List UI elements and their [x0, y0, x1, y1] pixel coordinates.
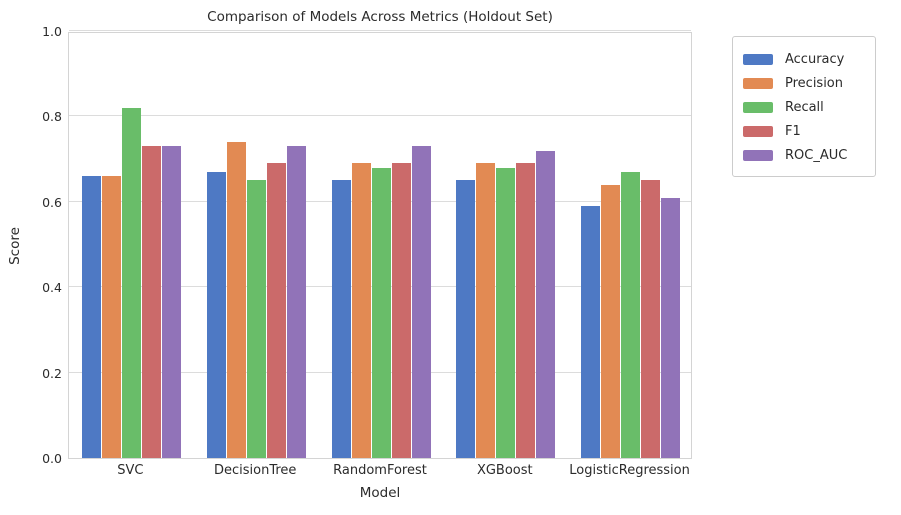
- y-tick-0.2: 0.2: [42, 365, 62, 381]
- legend-swatch-icon: [743, 77, 773, 89]
- bar-Recall-RandomForest: [371, 167, 391, 458]
- bar-F1-RandomForest: [391, 163, 411, 458]
- bar-ROC_AUC-LogisticRegression: [661, 197, 681, 458]
- legend-item-Recall: Recall: [743, 95, 863, 119]
- y-tick-1.0: 1.0: [42, 24, 62, 39]
- legend-label: Accuracy: [785, 51, 845, 67]
- bar-F1-LogisticRegression: [641, 180, 661, 458]
- bar-ROC_AUC-XGBoost: [536, 150, 556, 458]
- y-tick-0.0: 0.0: [42, 451, 62, 466]
- y-tick-0.8: 0.8: [42, 109, 62, 125]
- legend-item-F1: F1: [743, 119, 863, 143]
- bar-Precision-XGBoost: [476, 163, 496, 458]
- legend-label: Precision: [785, 75, 844, 91]
- x-tick-DecisionTree: DecisionTree: [213, 463, 297, 478]
- legend-item-Accuracy: Accuracy: [743, 47, 863, 71]
- legend: Accuracy Precision Recall F1 ROC_AUC: [732, 36, 876, 177]
- y-tick-0.4: 0.4: [42, 280, 62, 296]
- bar-Precision-SVC: [101, 176, 121, 458]
- plot-area: [68, 30, 692, 459]
- bar-F1-SVC: [141, 146, 161, 458]
- bar-ROC_AUC-DecisionTree: [286, 146, 306, 458]
- legend-swatch-icon: [743, 125, 773, 137]
- bar-F1-DecisionTree: [266, 163, 286, 458]
- gridline-0.8: [69, 115, 691, 117]
- bar-Accuracy-RandomForest: [331, 180, 351, 458]
- bar-Recall-SVC: [121, 107, 141, 458]
- gridline-1.0: [69, 30, 691, 31]
- legend-swatch-icon: [743, 149, 773, 161]
- bar-Recall-DecisionTree: [246, 180, 266, 458]
- x-tick-LogisticRegression: LogisticRegression: [569, 463, 690, 478]
- y-axis-label: Score: [7, 227, 23, 265]
- x-tick-SVC: SVC: [117, 463, 144, 478]
- bar-ROC_AUC-SVC: [161, 146, 181, 458]
- legend-item-Precision: Precision: [743, 71, 863, 95]
- legend-swatch-icon: [743, 101, 773, 113]
- chart-title: Comparison of Models Across Metrics (Hol…: [207, 9, 553, 25]
- bar-ROC_AUC-RandomForest: [411, 146, 431, 458]
- x-tick-XGBoost: XGBoost: [476, 463, 533, 478]
- legend-label: F1: [785, 123, 801, 139]
- bar-Precision-DecisionTree: [226, 142, 246, 458]
- x-axis-label: Model: [359, 485, 401, 501]
- bar-Accuracy-XGBoost: [456, 180, 476, 458]
- bar-Accuracy-DecisionTree: [206, 171, 226, 458]
- y-tick-0.6: 0.6: [42, 194, 62, 210]
- bar-Precision-RandomForest: [351, 163, 371, 458]
- bar-Accuracy-SVC: [81, 176, 101, 458]
- legend-item-ROC_AUC: ROC_AUC: [743, 143, 863, 167]
- bar-Recall-LogisticRegression: [621, 171, 641, 458]
- legend-label: ROC_AUC: [785, 147, 848, 163]
- bar-Recall-XGBoost: [496, 167, 516, 458]
- legend-label: Recall: [785, 99, 824, 115]
- bar-Precision-LogisticRegression: [601, 184, 621, 458]
- x-tick-RandomForest: RandomForest: [333, 463, 427, 478]
- bar-F1-XGBoost: [516, 163, 536, 458]
- legend-swatch-icon: [743, 53, 773, 65]
- bar-Accuracy-LogisticRegression: [581, 206, 601, 458]
